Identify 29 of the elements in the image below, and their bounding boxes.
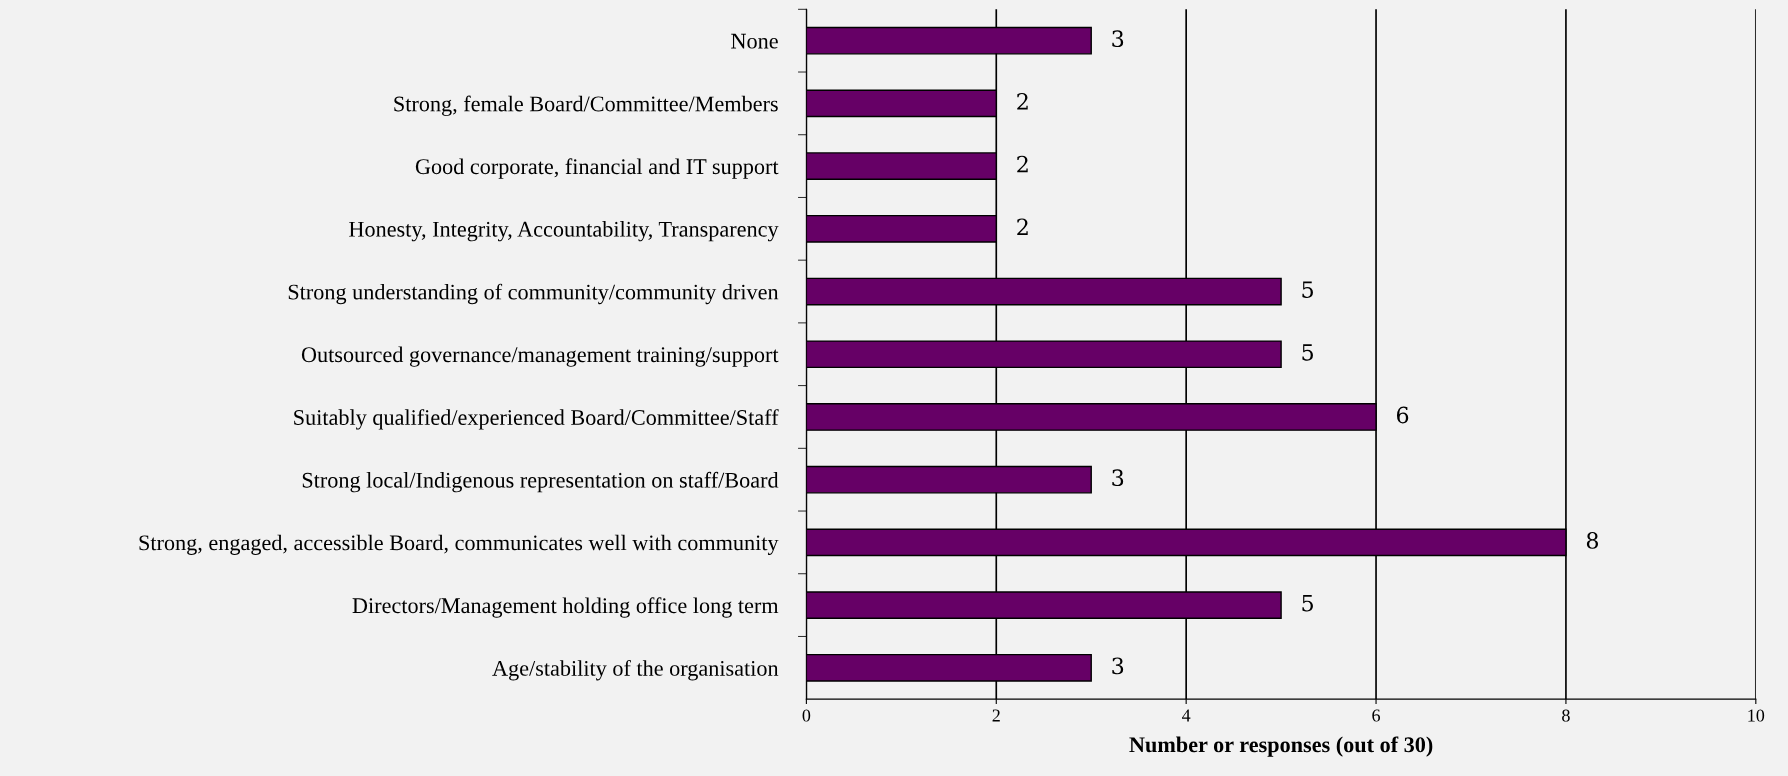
- y-tick-label: Good corporate, financial and IT support: [415, 158, 779, 179]
- x-tick-label: 2: [992, 709, 1000, 722]
- y-tick-label: None: [731, 33, 778, 49]
- x-tick-label: 4: [1182, 709, 1191, 722]
- data-label: 5: [1302, 595, 1313, 612]
- x-axis-title: Number or responses (out of 30): [1129, 736, 1433, 757]
- x-tick-label: 6: [1372, 709, 1381, 722]
- y-tick-label: Honesty, Integrity, Accountability, Transparency: [349, 221, 779, 242]
- data-label: 5: [1302, 344, 1313, 361]
- data-label: 3: [1112, 657, 1124, 675]
- y-tick-label: Age/stability of the organisation: [492, 660, 779, 681]
- data-label: 5: [1302, 281, 1313, 298]
- y-tick-label: Suitably qualified/experienced Board/Committee/Staff: [294, 409, 779, 430]
- data-label: 2: [1017, 218, 1028, 235]
- y-tick-label: Strong, female Board/Committee/Members: [394, 95, 778, 116]
- x-tick-label: 0: [802, 709, 811, 722]
- x-tick-label: 10: [1748, 709, 1765, 722]
- y-tick-label: Outsourced governance/management training/support: [301, 346, 779, 367]
- y-tick-label: Strong local/Indigenous representation on staff/Board: [302, 471, 779, 493]
- data-label: 2: [1017, 155, 1028, 173]
- y-tick-label: Directors/Management holding office long term: [352, 597, 779, 618]
- data-label: 8: [1586, 532, 1599, 549]
- data-label: 6: [1396, 406, 1409, 424]
- data-label: 3: [1112, 30, 1124, 48]
- y-tick-label: Strong, engaged, accessible Board, communicates well with community: [139, 534, 779, 555]
- y-tick-label: Strong understanding of community/community driven: [288, 283, 779, 305]
- data-label: 2: [1017, 93, 1028, 110]
- x-tick-label: 8: [1562, 709, 1570, 722]
- data-label: 3: [1112, 469, 1124, 487]
